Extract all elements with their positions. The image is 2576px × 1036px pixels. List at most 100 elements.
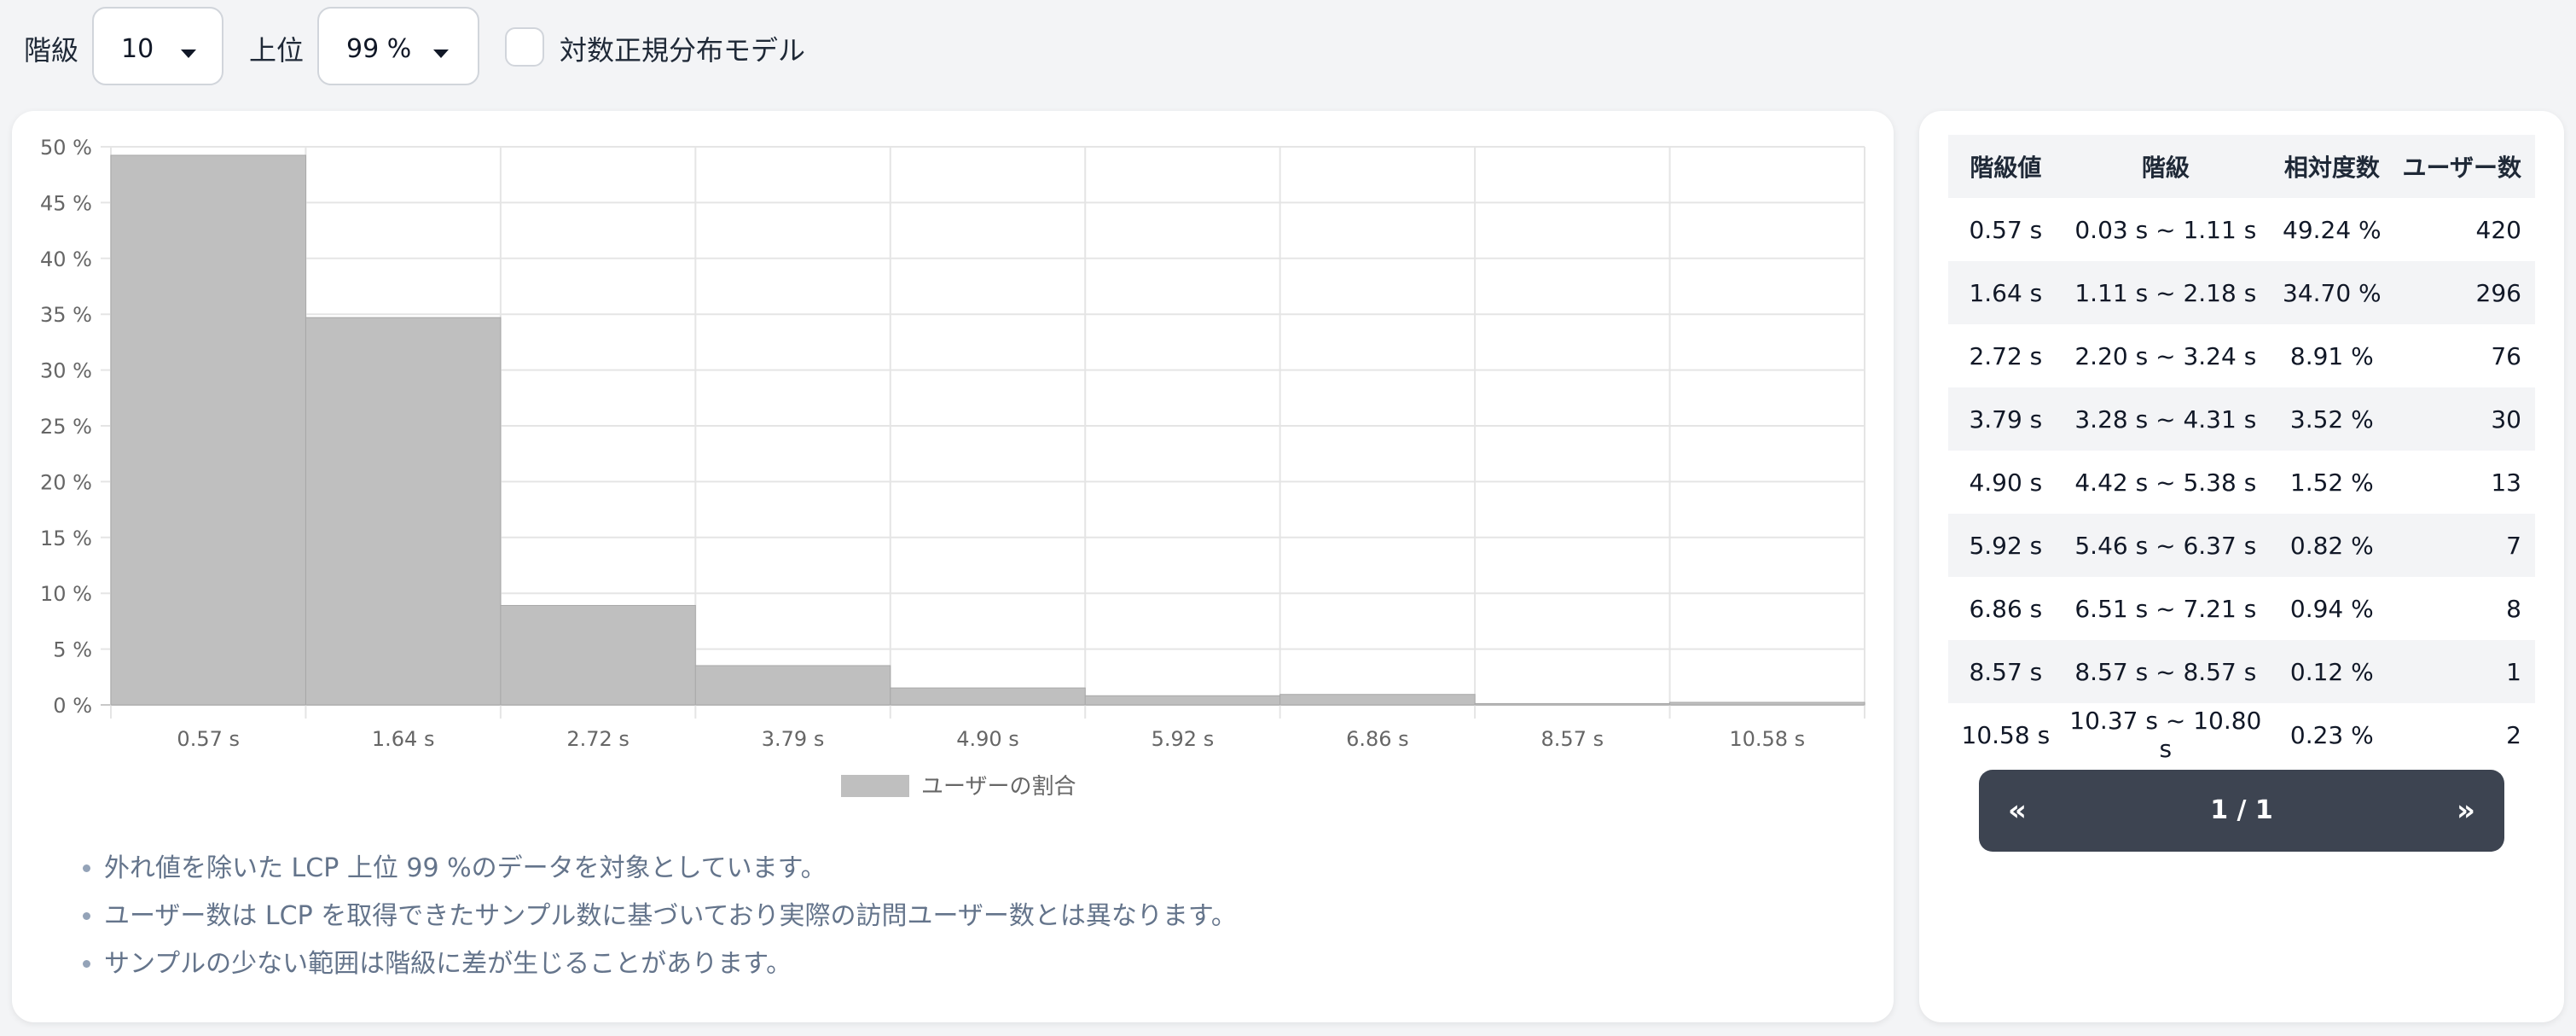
cell-class-value: 8.57 s xyxy=(1948,640,2063,703)
cell-relative-frequency: 0.94 % xyxy=(2289,594,2374,623)
cell-user-count: 76 xyxy=(2491,341,2521,370)
y-tick-label: 0 % xyxy=(53,694,92,718)
cell-user-count: 420 xyxy=(2475,215,2521,244)
y-tick-label: 20 % xyxy=(40,470,92,494)
controls-bar: 階級 10 上位 99 % 対数正規分布モデル xyxy=(0,0,2576,96)
frequency-table: 階級値 階級 相対度数 ユーザー数 0.57 s 0.03 s ~ 1.11 s… xyxy=(1948,135,2535,766)
cell-class-value: 0.57 s xyxy=(1969,215,2043,244)
histogram-bar xyxy=(1474,702,1671,706)
page-indicator: 1 / 1 xyxy=(2210,795,2273,825)
cell-relative-frequency: 34.70 % xyxy=(2267,261,2396,324)
cell-class-range: 5.46 s ~ 6.37 s xyxy=(2063,514,2268,577)
top-percent-select[interactable]: 99 % xyxy=(317,7,479,85)
y-tick-label: 45 % xyxy=(40,191,92,215)
x-tick-label: 1.64 s xyxy=(372,727,435,751)
cell-user-count: 8 xyxy=(2506,594,2521,623)
cell-class-value: 6.86 s xyxy=(1969,594,2043,623)
y-tick-label: 10 % xyxy=(40,582,92,606)
top-percent-value: 99 % xyxy=(346,34,412,64)
legend-label: ユーザーの割合 xyxy=(921,774,1076,800)
table-row: 0.57 s 0.03 s ~ 1.11 s 49.24 % 420 xyxy=(1948,198,2535,261)
note-item: ユーザー数は LCP を取得できたサンプル数に基づいており実際の訪問ユーザー数と… xyxy=(104,893,1237,940)
histogram-bar xyxy=(1279,694,1476,706)
cell-user-count: 1 xyxy=(2395,640,2535,703)
legend-swatch xyxy=(841,775,909,797)
lognormal-checkbox[interactable] xyxy=(505,27,544,67)
cell-relative-frequency: 0.82 % xyxy=(2267,514,2396,577)
histogram-bar xyxy=(305,317,502,706)
next-page-button[interactable]: » xyxy=(2457,794,2475,828)
histogram-bar xyxy=(500,604,696,706)
lognormal-label[interactable]: 対数正規分布モデル xyxy=(560,34,806,67)
cell-relative-frequency: 1.52 % xyxy=(2289,468,2374,497)
histogram-chart: 0 % 5 % 10 % 15 % 20 % 25 % 30 % 35 % 40 % 45 % 50… xyxy=(40,136,1865,800)
header-user-count: ユーザー数 xyxy=(2395,135,2535,198)
x-tick-label: 5.92 s xyxy=(1152,727,1215,751)
cell-user-count: 296 xyxy=(2395,261,2535,324)
table-row: 6.86 s 6.51 s ~ 7.21 s 0.94 % 8 xyxy=(1948,577,2535,640)
cell-class-range: 1.11 s ~ 2.18 s xyxy=(2063,261,2268,324)
cell-relative-frequency: 49.24 % xyxy=(2283,215,2382,244)
cell-class-value: 3.79 s xyxy=(1948,387,2063,451)
pagination: « 1 / 1 » xyxy=(1979,770,2504,852)
class-count-value: 10 xyxy=(121,34,154,64)
cell-user-count: 30 xyxy=(2395,387,2535,451)
histogram-card: 0 % 5 % 10 % 15 % 20 % 25 % 30 % 35 % 40 % 45 % 50… xyxy=(12,111,1894,1022)
cell-class-range: 3.28 s ~ 4.31 s xyxy=(2063,387,2268,451)
x-tick-label: 2.72 s xyxy=(566,727,629,751)
cell-relative-frequency: 3.52 % xyxy=(2267,387,2396,451)
header-class-range: 階級 xyxy=(2063,135,2268,198)
y-tick-label: 40 % xyxy=(40,247,92,271)
y-tick-label: 5 % xyxy=(53,638,92,662)
histogram-bar xyxy=(694,665,891,706)
cell-user-count: 2 xyxy=(2506,720,2521,749)
table-row: 3.79 s 3.28 s ~ 4.31 s 3.52 % 30 xyxy=(1948,387,2535,451)
cell-class-range: 10.37 s ~ 10.80 s xyxy=(2069,707,2262,763)
table-header-row: 階級値 階級 相対度数 ユーザー数 xyxy=(1948,135,2535,198)
x-tick-label: 10.58 s xyxy=(1729,727,1805,751)
top-percent-label: 上位 xyxy=(249,34,305,67)
cell-class-value: 1.64 s xyxy=(1948,261,2063,324)
table-row: 10.58 s 10.37 s ~ 10.80 s 0.23 % 2 xyxy=(1948,703,2535,766)
x-tick-label: 0.57 s xyxy=(177,727,240,751)
cell-class-range: 8.57 s ~ 8.57 s xyxy=(2063,640,2268,703)
table-row: 2.72 s 2.20 s ~ 3.24 s 8.91 % 76 xyxy=(1948,324,2535,387)
class-count-select[interactable]: 10 xyxy=(92,7,223,85)
x-tick-label: 8.57 s xyxy=(1541,727,1604,751)
prev-page-button[interactable]: « xyxy=(2008,794,2027,828)
x-tick-label: 4.90 s xyxy=(956,727,1019,751)
note-item: 外れ値を除いた LCP 上位 99 %のデータを対象としています。 xyxy=(104,845,1237,893)
cell-class-range: 2.20 s ~ 3.24 s xyxy=(2074,341,2257,370)
y-tick-label: 25 % xyxy=(40,415,92,439)
chevron-down-icon xyxy=(433,49,449,58)
class-count-label: 階級 xyxy=(24,34,79,67)
y-tick-label: 50 % xyxy=(40,136,92,160)
header-relative-frequency: 相対度数 xyxy=(2267,135,2396,198)
cell-user-count: 7 xyxy=(2395,514,2535,577)
cell-user-count: 13 xyxy=(2491,468,2521,497)
x-tick-label: 3.79 s xyxy=(762,727,825,751)
histogram-bar xyxy=(1669,701,1865,706)
table-row: 5.92 s 5.46 s ~ 6.37 s 0.82 % 7 xyxy=(1948,514,2535,577)
note-item: サンプルの少ない範囲は階級に差が生じることがあります。 xyxy=(104,940,1237,988)
cell-relative-frequency: 0.12 % xyxy=(2267,640,2396,703)
frequency-table-card: 階級値 階級 相対度数 ユーザー数 0.57 s 0.03 s ~ 1.11 s… xyxy=(1919,111,2564,1022)
histogram-bar xyxy=(890,687,1086,706)
cell-relative-frequency: 8.91 % xyxy=(2289,341,2374,370)
cell-class-range: 0.03 s ~ 1.11 s xyxy=(2074,215,2257,244)
y-tick-label: 35 % xyxy=(40,303,92,327)
x-tick-label: 6.86 s xyxy=(1346,727,1409,751)
chevron-down-icon xyxy=(181,49,196,58)
histogram-bar xyxy=(110,154,306,706)
cell-class-value: 4.90 s xyxy=(1969,468,2043,497)
cell-class-value: 5.92 s xyxy=(1948,514,2063,577)
cell-class-value: 10.58 s xyxy=(1961,720,2051,749)
cell-class-value: 2.72 s xyxy=(1969,341,2043,370)
y-tick-label: 15 % xyxy=(40,527,92,550)
cell-class-range: 4.42 s ~ 5.38 s xyxy=(2074,468,2257,497)
table-row: 8.57 s 8.57 s ~ 8.57 s 0.12 % 1 xyxy=(1948,640,2535,703)
cell-class-range: 6.51 s ~ 7.21 s xyxy=(2074,594,2257,623)
header-class-value: 階級値 xyxy=(1948,135,2063,198)
table-row: 1.64 s 1.11 s ~ 2.18 s 34.70 % 296 xyxy=(1948,261,2535,324)
histogram-bar xyxy=(1084,695,1281,706)
